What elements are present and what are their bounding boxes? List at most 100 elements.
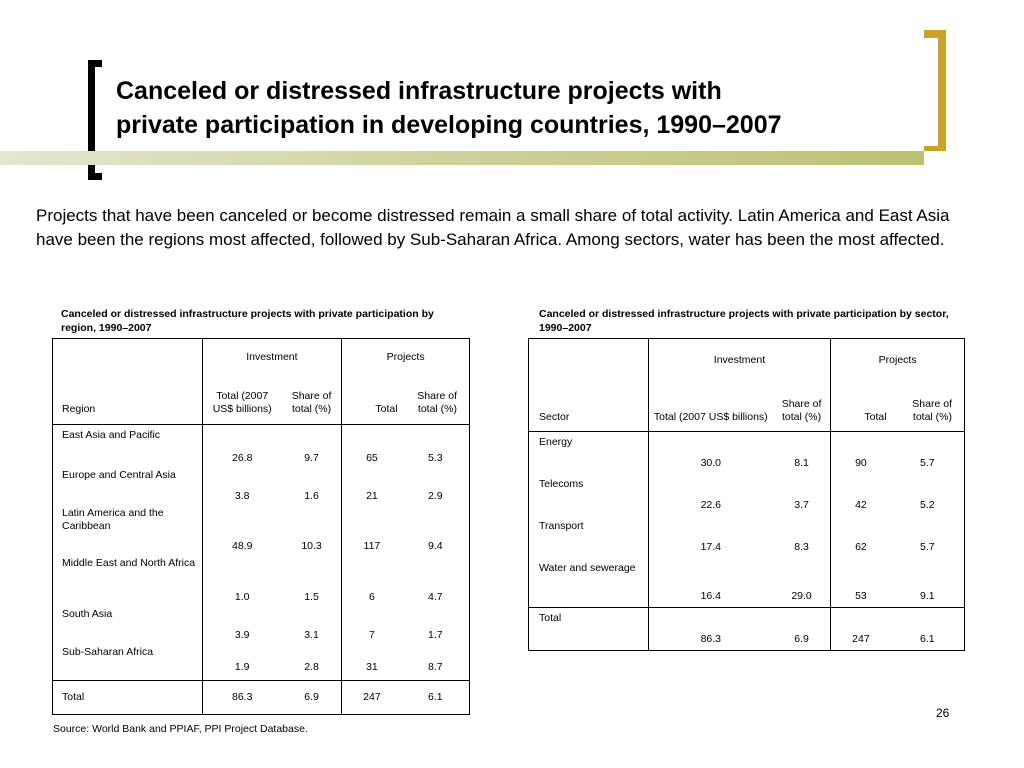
slide-title: Canceled or distressed infrastructure pr… <box>116 74 896 142</box>
source-note: Source: World Bank and PPIAF, PPI Projec… <box>53 723 308 735</box>
region-inv-share-header: Share of total (%) <box>291 390 332 415</box>
inv-total-cell: 48.9 <box>201 502 282 553</box>
sector-table-caption: Canceled or distressed infrastructure pr… <box>539 308 949 334</box>
proj-share-cell: 5.3 <box>427 451 443 464</box>
page-number: 26 <box>936 706 950 720</box>
proj-share-cell: 4.7 <box>427 590 443 603</box>
inv-total-cell: 86.3 <box>647 607 773 651</box>
inv-total-cell: 3.9 <box>201 603 282 642</box>
region-col-header: Region <box>62 403 96 415</box>
sector-name: Energy <box>539 436 573 448</box>
proj-total-cell: 247 <box>830 607 891 651</box>
proj-share-cell: 9.1 <box>919 590 935 602</box>
sector-total-label: Total <box>539 612 562 624</box>
sector-inv-share-header: Share of total (%) <box>781 398 822 423</box>
table-row: Energy 30.0 8.1 90 5.7 <box>528 431 965 474</box>
region-inv-total-header: Total (2007 US$ billions) <box>201 376 282 425</box>
proj-share-cell: 6.1 <box>427 691 443 703</box>
inv-share-cell: 2.8 <box>304 661 319 673</box>
table-total-row: Total 86.3 6.9 247 6.1 <box>528 607 965 651</box>
sector-table: Sector Investment Projects Total (2007 U… <box>528 338 965 651</box>
proj-share-cell: 5.7 <box>919 456 935 469</box>
intro-paragraph: Projects that have been canceled or beco… <box>36 206 950 249</box>
right-bracket-decoration <box>924 30 946 154</box>
sector-proj-share-header: Share of total (%) <box>912 398 952 423</box>
region-name: South Asia <box>62 607 113 620</box>
proj-total-cell: 65 <box>341 424 402 465</box>
region-table-caption: Canceled or distressed infrastructure pr… <box>61 308 434 334</box>
inv-total-cell: 16.4 <box>647 557 773 608</box>
sector-name: Telecoms <box>539 477 584 490</box>
inv-share-cell: 1.6 <box>304 489 319 502</box>
region-table: Region Investment Projects Total (2007 U… <box>52 338 470 715</box>
region-name: Europe and Central Asia <box>62 468 176 481</box>
table-row: South Asia 3.9 3.1 7 1.7 <box>53 603 470 642</box>
table-total-row: Total 86.3 6.9 247 6.1 <box>52 680 470 715</box>
inv-share-cell: 10.3 <box>301 539 322 552</box>
inv-total-cell: 1.0 <box>201 552 282 604</box>
table-row: Latin America and the Caribbean 48.9 10.… <box>53 502 470 553</box>
proj-total-cell: 247 <box>341 680 402 715</box>
inv-total-cell: 30.0 <box>647 431 773 474</box>
inv-share-cell: 8.3 <box>794 540 809 553</box>
sector-projects-group-header: Projects <box>830 338 965 383</box>
inv-total-cell: 22.6 <box>647 473 773 516</box>
table-row: Europe and Central Asia 3.8 1.6 21 2.9 <box>53 464 470 503</box>
proj-total-cell: 117 <box>341 502 402 553</box>
left-bracket-decoration <box>88 60 102 180</box>
proj-share-cell: 5.7 <box>919 540 935 553</box>
region-name: Sub-Saharan Africa <box>62 645 154 658</box>
proj-total-cell: 90 <box>830 431 891 474</box>
proj-total-cell: 7 <box>341 603 402 642</box>
sector-proj-total-header: Total <box>830 382 891 432</box>
inv-share-cell: 1.5 <box>304 590 319 603</box>
slide-title-line-1: Canceled or distressed infrastructure pr… <box>116 77 722 105</box>
region-name: Middle East and North Africa <box>62 556 196 569</box>
region-total-label: Total <box>62 691 85 703</box>
proj-total-cell: 6 <box>341 552 402 604</box>
sector-name: Water and sewerage <box>539 561 636 574</box>
proj-share-cell: 8.7 <box>427 661 443 673</box>
proj-total-cell: 42 <box>830 473 891 516</box>
sector-name: Transport <box>539 519 584 532</box>
stripe-mask <box>924 151 1024 165</box>
table-row: Sub-Saharan Africa 1.9 2.8 31 8.7 <box>53 641 470 681</box>
proj-share-cell: 1.7 <box>427 628 443 641</box>
inv-total-cell: 26.8 <box>201 424 282 465</box>
region-investment-group-header: Investment <box>201 338 342 377</box>
inv-share-cell: 6.9 <box>794 633 809 645</box>
proj-total-cell: 62 <box>830 515 891 558</box>
sector-col-header: Sector <box>539 411 570 423</box>
inv-total-cell: 17.4 <box>647 515 773 558</box>
proj-share-cell: 6.1 <box>919 633 935 645</box>
inv-share-cell: 9.7 <box>304 451 319 464</box>
proj-total-cell: 21 <box>341 464 402 503</box>
slide-title-line-2: private participation in developing coun… <box>116 111 782 139</box>
table-row: Transport 17.4 8.3 62 5.7 <box>529 515 965 558</box>
proj-share-cell: 2.9 <box>427 489 443 502</box>
region-projects-group-header: Projects <box>341 338 470 377</box>
inv-total-cell: 1.9 <box>201 641 282 681</box>
inv-total-cell: 86.3 <box>201 680 282 715</box>
proj-share-cell: 5.2 <box>919 498 935 511</box>
proj-total-cell: 31 <box>341 641 402 681</box>
proj-total-cell: 53 <box>830 557 891 608</box>
inv-share-cell: 8.1 <box>794 456 809 469</box>
inv-share-cell: 3.7 <box>794 498 809 511</box>
proj-share-cell: 9.4 <box>427 539 443 552</box>
table-row: Middle East and North Africa 1.0 1.5 6 4… <box>53 552 470 604</box>
inv-total-cell: 3.8 <box>201 464 282 503</box>
region-name: East Asia and Pacific <box>62 429 161 441</box>
region-proj-share-header: Share of total (%) <box>417 390 457 415</box>
sector-inv-total-header: Total (2007 US$ billions) <box>647 382 773 432</box>
title-underline-stripe <box>0 151 1024 165</box>
table-row: East Asia and Pacific 26.8 9.7 65 5.3 <box>52 424 470 465</box>
region-proj-total-header: Total <box>341 376 402 425</box>
region-name: Latin America and the Caribbean <box>62 506 164 532</box>
inv-share-cell: 29.0 <box>791 590 812 602</box>
inv-share-cell: 3.1 <box>304 628 319 641</box>
table-row: Water and sewerage 16.4 29.0 53 9.1 <box>529 557 965 608</box>
inv-share-cell: 6.9 <box>304 691 319 703</box>
sector-investment-group-header: Investment <box>647 338 831 383</box>
table-row: Telecoms 22.6 3.7 42 5.2 <box>529 473 965 516</box>
